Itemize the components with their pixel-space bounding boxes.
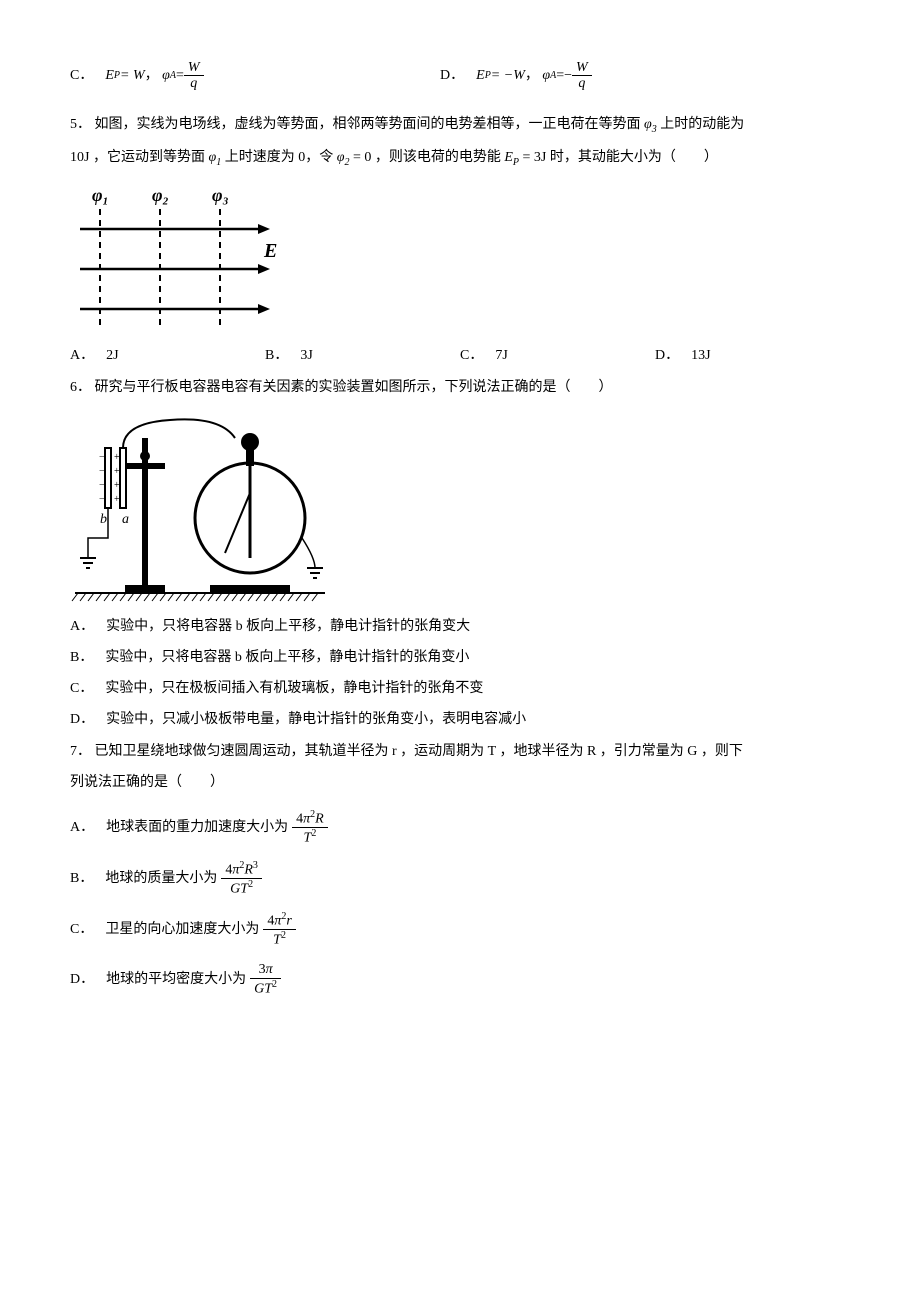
- eq2-lhs: φ: [162, 63, 170, 88]
- neg: −: [564, 63, 572, 88]
- q5-opt-b: B．3J: [265, 343, 460, 368]
- q5-diagram: φ₁ φ₂ φ₃ E: [70, 179, 850, 339]
- svg-text:−: −: [99, 466, 105, 477]
- q5-opt-c: C．7J: [460, 343, 655, 368]
- q6-opt-c: C．实验中，只在极板间插入有机玻璃板，静电计指针的张角不变: [70, 676, 850, 701]
- frac: 4π2R3 GT2: [221, 860, 262, 897]
- eq1-lhs: E: [105, 63, 114, 88]
- svg-text:φ₁: φ₁: [92, 185, 109, 205]
- q5-opt-d: D．13J: [655, 343, 850, 368]
- q4-opt-c: C． EP = W ， φA = W q: [70, 60, 440, 92]
- eq1-rhs: = −W: [491, 63, 525, 88]
- eq1-rhs: = W: [120, 63, 145, 88]
- svg-text:φ₃: φ₃: [212, 185, 229, 205]
- svg-text:−: −: [99, 452, 105, 463]
- q6-stem: 6． 研究与平行板电容器电容有关因素的实验装置如图所示，下列说法正确的是（ ）: [70, 375, 850, 400]
- q6-text: 研究与平行板电容器电容有关因素的实验装置如图所示，下列说法正确的是（ ）: [95, 380, 613, 395]
- q6-opt-a: A．实验中，只将电容器 b 板向上平移，静电计指针的张角变大: [70, 614, 850, 639]
- svg-text:φ₂: φ₂: [152, 185, 169, 205]
- q7-line2: 列说法正确的是（ ）: [70, 770, 850, 795]
- q7-line1: 7． 已知卫星绕地球做匀速圆周运动，其轨道半径为 r ，运动周期为 T ，地球半…: [70, 739, 850, 764]
- q7-opt-d: D． 地球的平均密度大小为 3π GT2: [70, 962, 850, 996]
- svg-text:+: +: [114, 466, 120, 477]
- svg-text:E: E: [263, 240, 277, 262]
- q4-options-cd: C． EP = W ， φA = W q D． EP = −W ， φA = −…: [70, 60, 850, 92]
- svg-text:+: +: [114, 452, 120, 463]
- svg-text:−: −: [99, 480, 105, 491]
- q7-opt-a: A． 地球表面的重力加速度大小为 4π2R T2: [70, 809, 850, 846]
- svg-text:−: −: [99, 494, 105, 505]
- opt-label: D．: [440, 63, 464, 88]
- q7-opt-c: C． 卫星的向心加速度大小为 4π2r T2: [70, 911, 850, 948]
- q5-opt-a: A．2J: [70, 343, 265, 368]
- opt-label: C．: [70, 63, 93, 88]
- q7-opt-b: B． 地球的质量大小为 4π2R3 GT2: [70, 860, 850, 897]
- q7-num: 7．: [70, 744, 91, 759]
- q5-num: 5．: [70, 117, 91, 132]
- eq2-lhs: φ: [542, 63, 550, 88]
- q6-opt-d: D．实验中，只减小极板带电量，静电计指针的张角变小，表明电容减小: [70, 707, 850, 732]
- frac: W q: [572, 60, 592, 92]
- q6-diagram: +−+−+−+−ba: [70, 408, 850, 608]
- svg-text:a: a: [122, 512, 129, 527]
- svg-text:+: +: [114, 494, 120, 505]
- svg-text:+: +: [114, 480, 120, 491]
- q5-text1: 如图，实线为电场线，虚线为等势面，相邻两等势面间的电势差相等，一正电荷在等势面: [95, 117, 641, 132]
- q5-line1: 5． 如图，实线为电场线，虚线为等势面，相邻两等势面间的电势差相等，一正电荷在等…: [70, 112, 850, 139]
- q6-opt-b: B．实验中，只将电容器 b 板向上平移，静电计指针的张角变小: [70, 645, 850, 670]
- q5-options: A．2J B．3J C．7J D．13J: [70, 343, 850, 368]
- frac: 4π2R T2: [292, 809, 328, 846]
- q4-opt-d: D． EP = −W ， φA = − W q: [440, 60, 592, 92]
- frac: 4π2r T2: [263, 911, 295, 948]
- q6-num: 6．: [70, 380, 91, 395]
- svg-text:b: b: [100, 512, 107, 527]
- eq1-lhs: E: [476, 63, 485, 88]
- frac: 3π GT2: [250, 962, 281, 996]
- frac: W q: [184, 60, 204, 92]
- q5-line2: 10J ，它运动到等势面 φ1 上时速度为 0，令 φ2 = 0 ，则该电荷的电…: [70, 145, 850, 172]
